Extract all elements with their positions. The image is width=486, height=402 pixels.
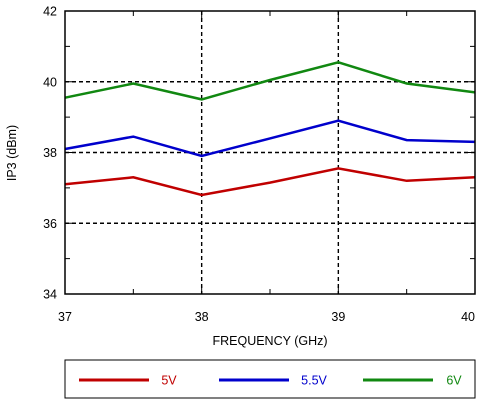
- legend-label: 5.5V: [301, 374, 327, 388]
- x-tick-label: 38: [195, 310, 209, 324]
- y-tick-label: 36: [43, 217, 57, 231]
- x-tick-label: 37: [58, 310, 72, 324]
- legend: 5V 5.5V 6V: [79, 374, 462, 388]
- x-axis-title: FREQUENCY (GHz): [212, 334, 327, 348]
- y-axis-title: IP3 (dBm): [5, 125, 19, 181]
- legend-label: 6V: [446, 374, 462, 388]
- y-tick-label: 42: [43, 5, 57, 19]
- legend-box: [64, 359, 476, 399]
- series-line-5-5v: [64, 119, 476, 158]
- series-group: [64, 61, 476, 197]
- x-tick-label: 40: [461, 310, 475, 324]
- series-line-6v: [64, 61, 476, 101]
- legend-label: 5V: [161, 374, 177, 388]
- y-tick-label: 38: [43, 146, 57, 160]
- y-tick-label: 34: [43, 288, 57, 302]
- x-tick-label: 39: [331, 310, 345, 324]
- series-line-5v: [64, 167, 476, 197]
- y-tick-label: 40: [43, 75, 57, 89]
- ticks: 37 38 39 40 34 36 38 40 42: [43, 5, 476, 324]
- grid: [65, 11, 475, 294]
